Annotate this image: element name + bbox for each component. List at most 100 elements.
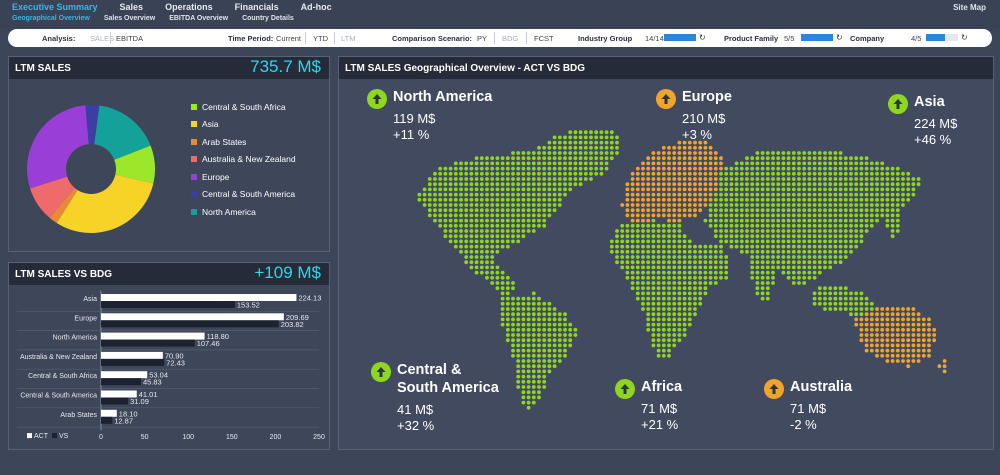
donut-slice-central-south-africa[interactable] <box>114 145 155 184</box>
product-refresh-icon[interactable]: ↻ <box>836 33 843 42</box>
map-dot <box>869 333 874 337</box>
map-dot <box>890 192 895 197</box>
bar-act[interactable] <box>101 390 137 398</box>
world-dot-map[interactable] <box>339 57 993 449</box>
region-value: 119 M$ <box>393 111 436 126</box>
map-dot <box>661 333 666 337</box>
bar-vs[interactable] <box>101 397 129 405</box>
scenario-option-py[interactable]: PY <box>477 34 488 43</box>
tab-financials[interactable]: Financials <box>234 2 279 12</box>
legend-item[interactable]: Asia <box>191 116 296 134</box>
map-dot <box>765 171 770 176</box>
industry-group-progress[interactable] <box>664 34 696 41</box>
map-dot <box>542 213 547 218</box>
legend-item[interactable]: Australia & New Zealand <box>191 151 296 169</box>
subtab-country-details[interactable]: Country Details <box>242 15 294 22</box>
map-dot <box>734 239 739 244</box>
map-dot <box>547 177 552 181</box>
tab-sales[interactable]: Sales <box>119 2 144 12</box>
map-dot <box>880 166 885 171</box>
bar-act[interactable] <box>101 409 117 417</box>
map-dot <box>677 166 682 171</box>
donut-slice-australia-new-zealand[interactable] <box>30 176 75 218</box>
tab-operations[interactable]: Operations <box>165 2 213 12</box>
tab-executive-summary[interactable]: Executive Summary <box>12 2 98 12</box>
tab-ad-hoc[interactable]: Ad-hoc <box>300 2 332 12</box>
legend-item[interactable]: Central & South Africa <box>191 98 296 116</box>
map-dot <box>661 208 666 213</box>
bar-vs[interactable] <box>101 301 235 308</box>
donut-slice-asia[interactable] <box>56 174 154 233</box>
donut-slice-europe[interactable] <box>27 105 89 189</box>
time-option-current[interactable]: Current <box>276 34 302 43</box>
analysis-option-ebitda[interactable]: EBITDA <box>116 34 144 43</box>
bar-act[interactable] <box>101 351 163 359</box>
map-dot <box>427 203 432 207</box>
company-refresh-icon[interactable]: ↻ <box>961 33 968 42</box>
map-dot <box>719 234 723 239</box>
map-dot <box>417 192 422 197</box>
analysis-option-sales[interactable]: SALES <box>90 34 115 43</box>
map-dot <box>552 317 557 322</box>
map-dot <box>843 291 848 296</box>
map-dot <box>807 208 812 213</box>
scenario-option-bdg[interactable]: BDG <box>502 34 519 43</box>
map-dot <box>859 177 864 181</box>
donut-slice-arab-states[interactable] <box>49 188 78 224</box>
legend-item[interactable]: Central & South America <box>191 186 296 204</box>
map-dot <box>745 218 749 223</box>
company-progress[interactable] <box>926 34 958 41</box>
donut-slice-central-south-america[interactable] <box>85 105 100 145</box>
map-dot <box>490 249 495 254</box>
legend-item[interactable]: North America <box>191 203 296 221</box>
subtab-ebitda-overview[interactable]: EBITDA Overview <box>169 15 229 22</box>
bar-act[interactable] <box>101 371 148 379</box>
map-dot <box>817 203 822 207</box>
map-dot <box>864 296 869 301</box>
map-dot <box>537 156 541 161</box>
region-delta: -2 % <box>790 417 817 432</box>
donut-slice-north-america[interactable] <box>94 105 151 160</box>
legend-item[interactable]: Arab States <box>191 133 296 151</box>
time-option-ltm[interactable]: LTM <box>341 34 356 43</box>
map-dot <box>443 177 448 181</box>
map-dot <box>531 369 536 374</box>
subtab-sales-overview[interactable]: Sales Overview <box>103 15 156 22</box>
bar-act[interactable] <box>101 313 284 321</box>
map-dot <box>547 197 552 202</box>
map-dot <box>474 161 479 166</box>
map-dot <box>557 333 562 337</box>
map-dot <box>693 166 697 171</box>
bar-vs[interactable] <box>101 358 165 366</box>
bar-vs[interactable] <box>101 416 113 424</box>
bar-vs[interactable] <box>101 339 195 347</box>
map-dot <box>615 239 619 244</box>
bar-vs[interactable] <box>101 378 141 386</box>
map-dot <box>656 317 661 322</box>
map-dot <box>838 192 843 197</box>
legend-item[interactable]: Europe <box>191 168 296 186</box>
map-dot <box>630 192 635 197</box>
scenario-option-fcst[interactable]: FCST <box>534 34 554 43</box>
map-dot <box>479 161 484 166</box>
ltm-sales-donut-chart[interactable] <box>9 57 329 251</box>
map-dot <box>526 296 531 301</box>
bar-vs[interactable] <box>101 320 279 328</box>
industry-refresh-icon[interactable]: ↻ <box>699 33 706 42</box>
map-dot <box>906 338 911 343</box>
product-family-progress[interactable] <box>801 34 833 41</box>
map-dot <box>755 218 760 223</box>
map-dot <box>786 234 791 239</box>
map-dot <box>921 327 926 332</box>
map-dot <box>635 177 640 181</box>
site-map-link[interactable]: Site Map <box>953 3 986 12</box>
map-dot <box>516 213 521 218</box>
bar-act[interactable] <box>101 332 205 340</box>
map-dot <box>557 177 562 181</box>
time-option-ytd[interactable]: YTD <box>313 34 328 43</box>
map-dot <box>802 260 807 265</box>
map-dot <box>687 203 692 207</box>
subtab-geographical-overview[interactable]: Geographical Overview <box>12 15 90 22</box>
bar-act[interactable] <box>101 294 297 301</box>
